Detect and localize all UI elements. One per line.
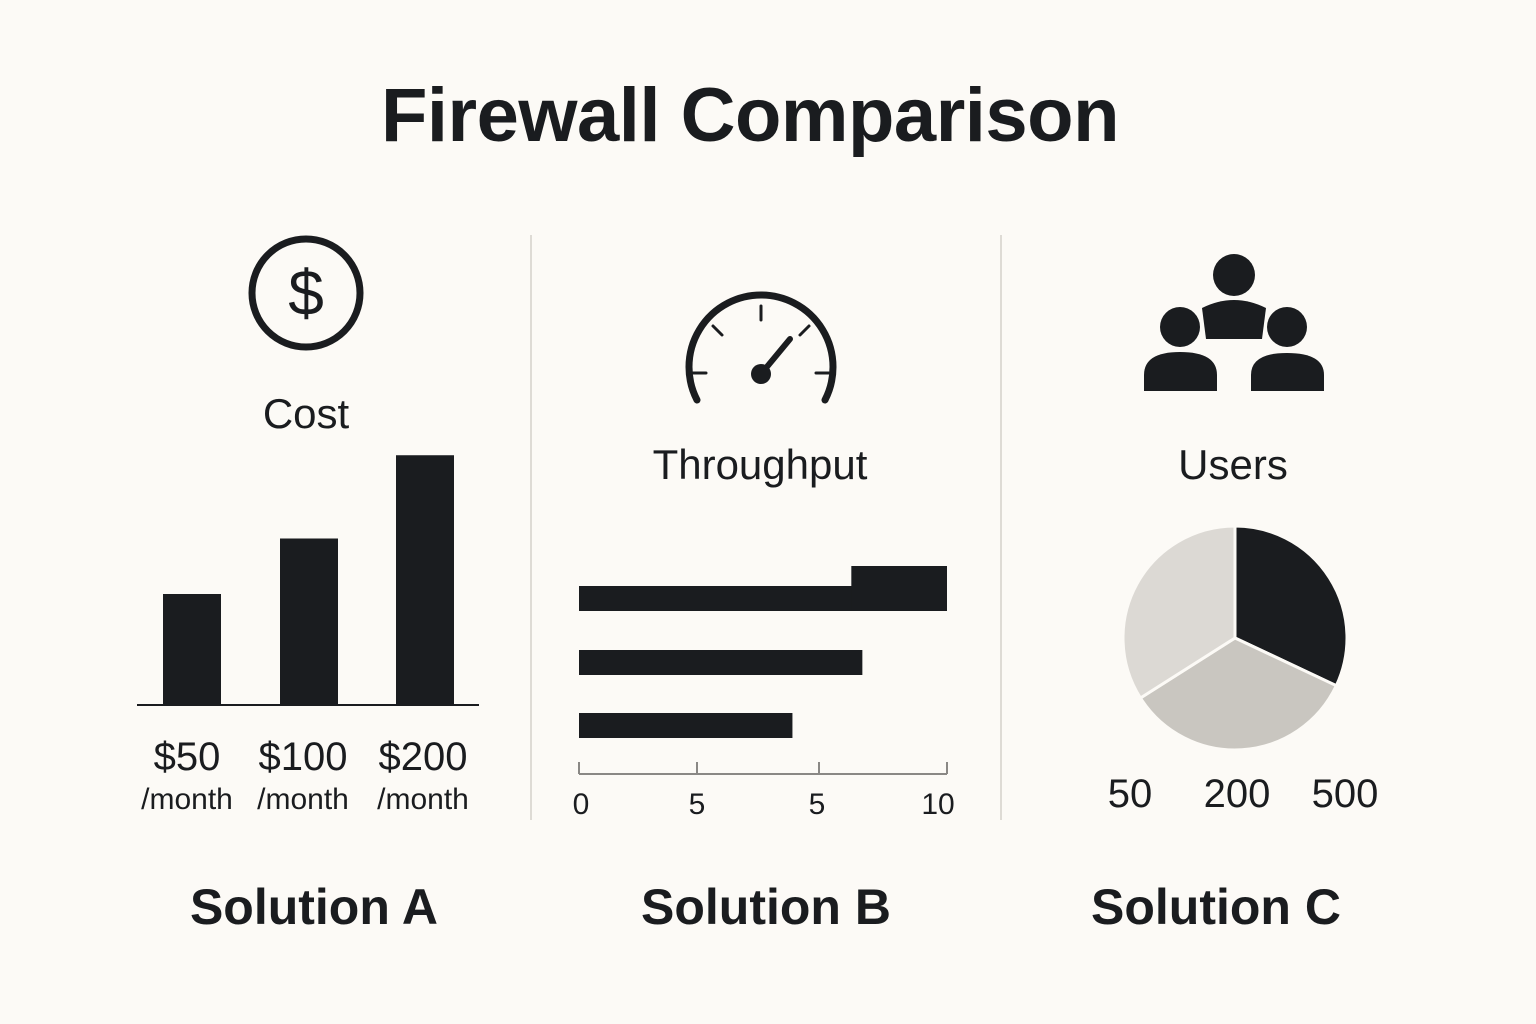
cost-bar <box>280 538 338 705</box>
cost-sublabel: /month <box>257 783 349 816</box>
throughput-bar <box>579 713 793 738</box>
column-divider <box>1000 235 1002 820</box>
cost-bar <box>163 594 221 705</box>
cost-label: $50 <box>153 735 221 779</box>
pie-label: 50 <box>1107 772 1153 816</box>
pie-label: 200 <box>1203 772 1271 816</box>
tick-label: 5 <box>688 788 706 821</box>
solution-c-label: Solution C <box>1091 879 1341 935</box>
throughput-axis <box>578 762 948 775</box>
tick-label: 5 <box>808 788 826 821</box>
metric-label-users: Users <box>1178 441 1288 488</box>
metric-label-cost: Cost <box>262 390 350 437</box>
tick-label: 10 <box>921 788 955 821</box>
cost-label: $200 <box>378 735 468 779</box>
users-group-icon <box>1144 254 1324 391</box>
column-divider <box>530 235 532 820</box>
speedometer-icon <box>685 291 837 404</box>
solution-a-label: Solution A <box>189 879 439 935</box>
throughput-bar <box>579 650 863 675</box>
cost-label: $100 <box>258 735 348 779</box>
metric-label-throughput: Throughput <box>652 441 868 488</box>
pie-slice <box>1138 636 1339 752</box>
pie-slice <box>1121 524 1237 701</box>
solution-b-label: Solution B <box>641 879 891 935</box>
cost-bar <box>396 455 454 705</box>
tick-label: 0 <box>572 788 590 821</box>
cost-bars <box>163 455 454 705</box>
pie-slice <box>1233 524 1349 688</box>
dollar-circle-icon: $ <box>248 235 364 351</box>
pie-label: 500 <box>1311 772 1379 816</box>
cost-sublabel: /month <box>377 783 469 816</box>
page-title: Firewall Comparison <box>381 73 1120 158</box>
throughput-bars <box>579 566 947 738</box>
throughput-bar-step <box>851 566 947 611</box>
cost-sublabel: /month <box>141 783 233 816</box>
svg-text:$: $ <box>288 257 324 329</box>
users-pie <box>1121 524 1349 752</box>
